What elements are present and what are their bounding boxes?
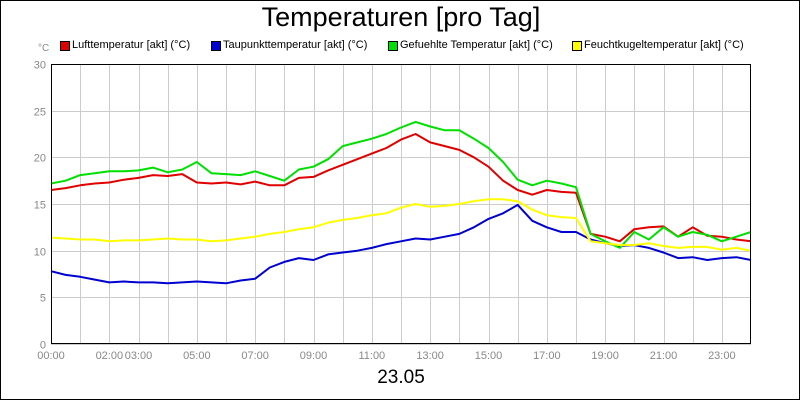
legend-label: Gefuehlte Temperatur [akt] (°C): [400, 39, 553, 51]
x-tick-label: 11:00: [358, 350, 385, 362]
legend-swatch: [60, 41, 70, 51]
y-tick-label: 5: [40, 293, 46, 305]
y-tick-label: 0: [40, 340, 46, 352]
x-tick-label: 07:00: [241, 350, 269, 362]
x-tick-label: 09:00: [300, 350, 328, 362]
series-line-3: [50, 120, 752, 249]
series-line-4: [50, 198, 752, 252]
x-tick-label: 15:00: [475, 350, 503, 362]
x-tick-label: 00:00: [37, 350, 65, 362]
legend-label: Lufttemperatur [akt] (°C): [72, 39, 191, 51]
x-tick-label: 21:00: [650, 350, 678, 362]
x-tick-label: 03:00: [125, 350, 153, 362]
legend-swatch: [211, 41, 221, 51]
x-tick-label: 02:00: [96, 350, 124, 362]
x-tick-label: 17:00: [533, 350, 561, 362]
chart-title: Temperaturen [pro Tag]: [261, 2, 541, 32]
y-tick-label: 20: [34, 153, 46, 165]
legend-swatch: [572, 41, 582, 51]
series-line-1: [50, 133, 752, 243]
x-tick-label: 05:00: [183, 350, 211, 362]
legend-label: Feuchtkugeltemperatur [akt] (°C): [584, 39, 744, 51]
y-tick-label: 25: [34, 107, 46, 119]
y-tick-label: 15: [34, 200, 46, 212]
y-axis-unit-label: °C: [38, 43, 50, 54]
x-axis-date-label: 23.05: [377, 367, 425, 388]
legend-swatch: [388, 41, 398, 51]
legend-label: Taupunkttemperatur [akt] (°C): [223, 39, 368, 51]
plot-border: [51, 64, 751, 344]
x-tick-label: 13:00: [416, 350, 444, 362]
y-tick-label: 30: [34, 60, 46, 72]
y-tick-label: 10: [34, 247, 46, 259]
x-tick-label: 19:00: [591, 350, 619, 362]
x-tick-label: 23:00: [708, 350, 736, 362]
